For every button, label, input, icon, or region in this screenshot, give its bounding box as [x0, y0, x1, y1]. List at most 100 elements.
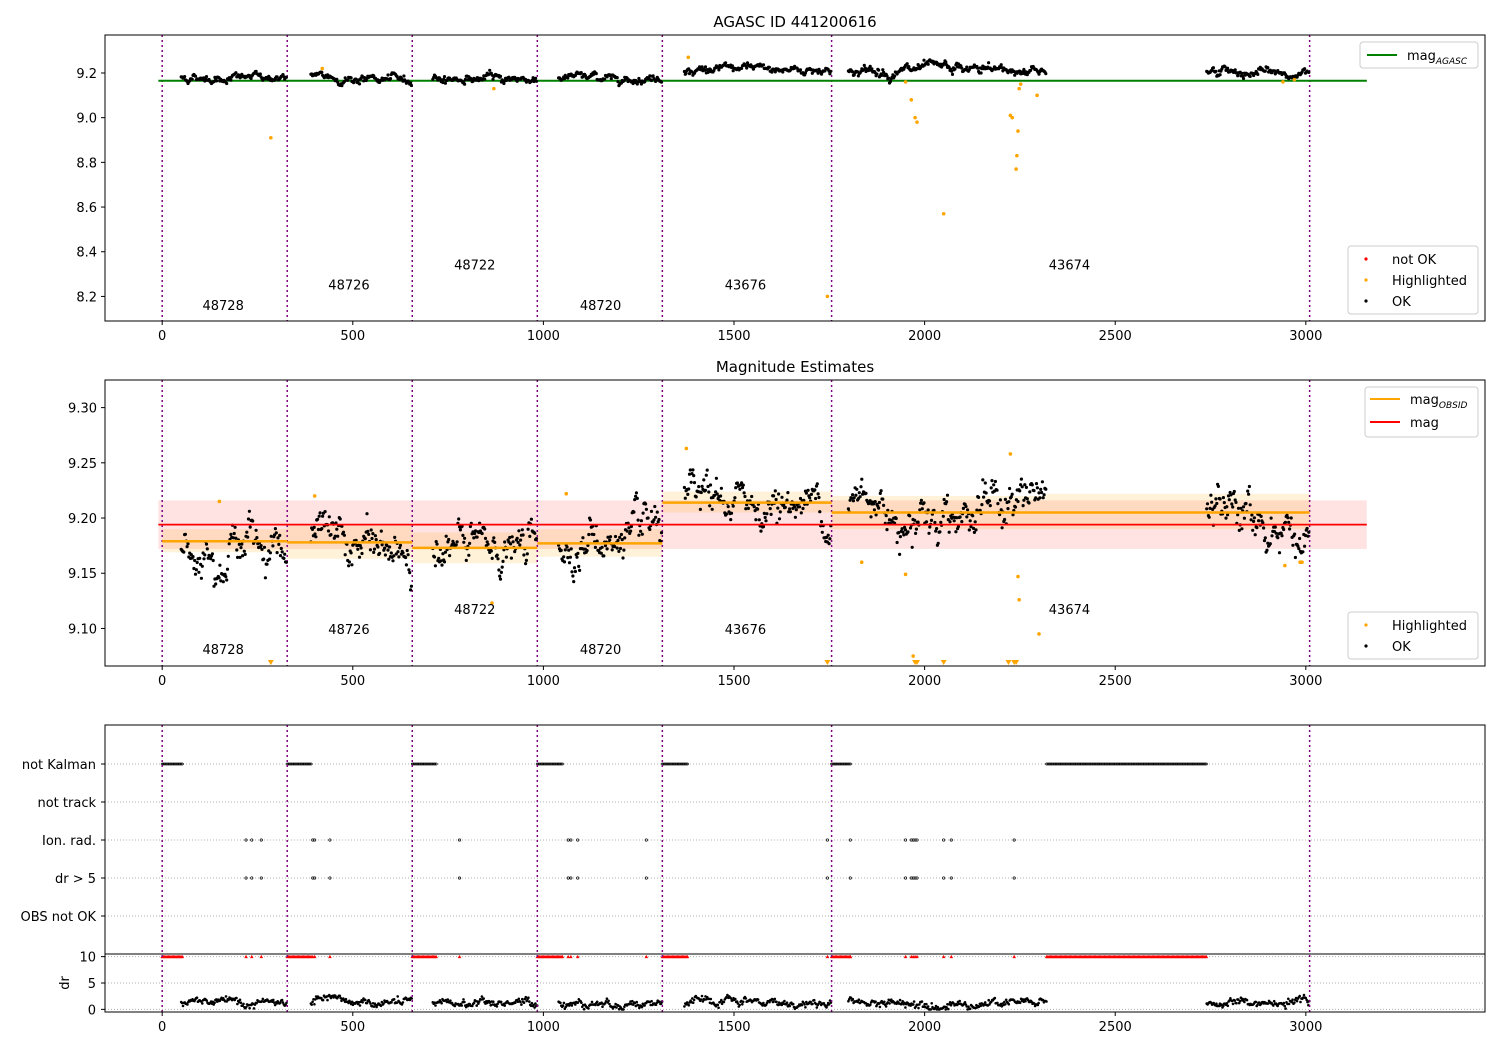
dr-ok-point — [888, 1002, 891, 1005]
not-kalman-point — [1089, 762, 1093, 766]
dr-ok-point — [1299, 1000, 1302, 1004]
not-kalman-point — [1067, 762, 1071, 766]
ok-point — [373, 534, 377, 538]
ok-point — [1288, 527, 1292, 531]
not-kalman-point — [1138, 762, 1142, 766]
dr-not-ok-point — [915, 954, 919, 959]
ok-point — [231, 536, 235, 540]
ok-point — [954, 530, 958, 534]
highlighted-point — [490, 601, 494, 605]
ok-point — [432, 555, 437, 559]
ok-point — [327, 515, 331, 519]
dr-ok-point — [492, 1000, 495, 1003]
dr-ok-point — [944, 1008, 947, 1011]
ok-point — [906, 530, 910, 534]
ok-point — [983, 481, 987, 485]
flag-point — [250, 876, 254, 880]
flag-point — [311, 838, 315, 842]
ok-point — [616, 80, 620, 84]
not-kalman-point — [1113, 762, 1116, 766]
ok-point — [618, 546, 623, 551]
dr-ok-point — [1282, 1001, 1286, 1005]
ok-point — [218, 563, 222, 567]
ok-point — [1273, 525, 1277, 529]
flag-point — [576, 838, 580, 842]
ok-point — [623, 536, 627, 540]
ok-point — [320, 70, 324, 74]
not-kalman-point — [1096, 762, 1100, 766]
dr-not-ok-point — [566, 954, 570, 959]
ok-point — [1253, 533, 1257, 537]
ok-point — [1020, 485, 1024, 489]
ok-point — [724, 512, 729, 516]
not-kalman-point — [837, 762, 841, 766]
ok-point — [882, 503, 886, 507]
ok-point — [1236, 513, 1240, 517]
not-kalman-point — [558, 762, 562, 766]
ok-point — [895, 540, 899, 545]
ok-point — [197, 570, 201, 574]
highlighted-point — [1300, 560, 1304, 565]
ok-point — [1214, 69, 1218, 73]
ok-point — [500, 565, 504, 569]
not-kalman-point — [1177, 762, 1181, 766]
ok-point — [483, 527, 487, 531]
ok-point — [242, 549, 246, 553]
ok-point — [238, 555, 242, 560]
dr-ok-point — [239, 1001, 243, 1004]
ok-point — [182, 550, 186, 554]
highlighted-point — [1292, 77, 1297, 82]
ok-point — [442, 77, 446, 81]
ok-point — [518, 543, 522, 547]
dr-ok-point — [929, 1008, 933, 1011]
ok-point — [610, 548, 614, 552]
dr-ok-point — [1243, 1000, 1246, 1004]
not-kalman-point — [179, 762, 183, 766]
not-kalman-point — [1130, 762, 1134, 766]
ok-point — [566, 556, 570, 560]
obsid-label: 48722 — [454, 259, 495, 274]
y-tick-label: 8.2 — [76, 290, 97, 305]
dr-ok-point — [812, 998, 816, 1002]
highlighted-point — [686, 55, 691, 60]
ok-point — [1298, 536, 1302, 541]
dr-ok-point — [741, 1000, 745, 1004]
ok-point — [352, 81, 356, 85]
dr-ok-point — [1003, 1000, 1006, 1004]
ok-point — [433, 564, 437, 568]
ok-point — [493, 540, 497, 545]
ok-point — [1244, 501, 1248, 506]
not-kalman-point — [847, 762, 851, 766]
dr-ok-point — [1237, 998, 1240, 1001]
ok-point — [464, 558, 468, 563]
x-tick-label: 500 — [340, 1020, 365, 1035]
ok-point — [634, 491, 639, 495]
ok-point — [198, 556, 202, 560]
not-kalman-point — [1133, 762, 1137, 766]
ok-point — [534, 79, 539, 83]
dr-ok-point — [631, 999, 634, 1003]
ok-point — [828, 72, 832, 76]
ok-point — [1019, 477, 1024, 481]
ok-point — [894, 516, 898, 521]
dr-not-ok-point — [903, 954, 908, 959]
not-kalman-point — [1124, 762, 1128, 766]
ok-point — [1268, 68, 1272, 72]
ok-point — [191, 555, 195, 559]
ok-point — [619, 532, 624, 537]
ok-point — [999, 63, 1003, 67]
dr-ok-point — [527, 996, 530, 999]
dr-not-ok-point — [1204, 954, 1209, 959]
ok-point — [605, 547, 609, 551]
dr-ok-point — [530, 1001, 534, 1005]
ok-point — [953, 67, 957, 71]
ok-point — [684, 71, 688, 75]
not-kalman-point — [1085, 762, 1089, 766]
ok-point — [887, 76, 891, 80]
dr-ok-point — [522, 1001, 526, 1004]
x-tick-label: 1500 — [717, 329, 750, 344]
ok-point — [283, 552, 287, 556]
ok-point — [922, 58, 926, 62]
ok-point — [859, 485, 863, 489]
dr-ok-point — [849, 996, 853, 1000]
